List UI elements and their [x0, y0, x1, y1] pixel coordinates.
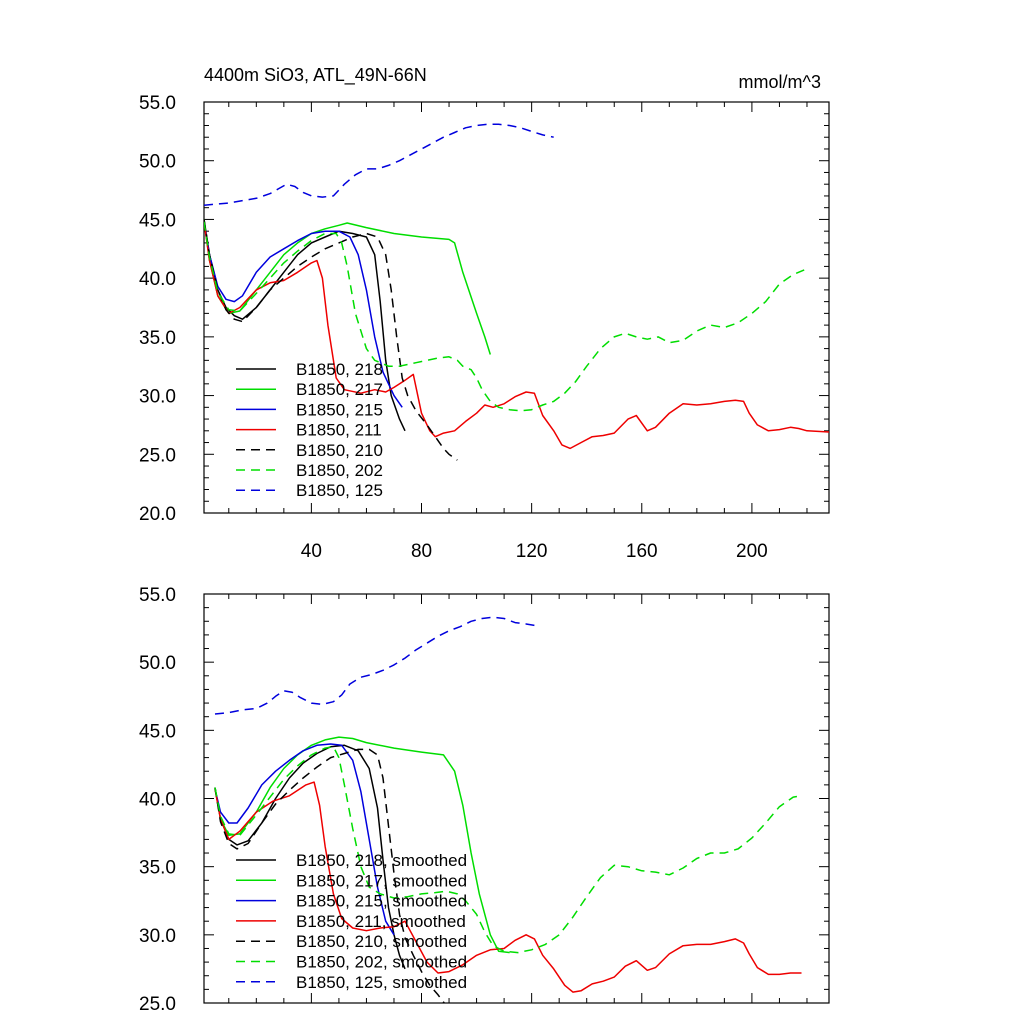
y-tick-label: 25.0 [139, 445, 176, 466]
y-tick-label: 55.0 [139, 93, 176, 114]
legend-label: B1850, 125 [296, 481, 383, 500]
legend-label: B1850, 210 [296, 441, 383, 460]
y-tick-label: 40.0 [139, 269, 176, 290]
legend-label: B1850, 217, smoothed [296, 871, 467, 890]
series-line-7 [214, 616, 535, 715]
series-line-1 [214, 744, 406, 970]
x-tick-label: 80 [411, 541, 432, 562]
series-line-6 [214, 745, 802, 954]
series-line-6 [204, 221, 805, 412]
y-tick-label: 35.0 [139, 858, 176, 879]
series-line-3 [204, 221, 403, 408]
y-tick-label: 35.0 [139, 328, 176, 349]
plot-frame [203, 101, 830, 514]
legend-label: B1850, 202, smoothed [296, 953, 467, 972]
y-tick-label: 50.0 [139, 653, 176, 674]
y-tick-label: 55.0 [139, 585, 176, 606]
x-tick-label: 160 [626, 541, 658, 562]
y-tick-label: 20.0 [139, 504, 176, 525]
x-tick-label: 40 [301, 541, 322, 562]
series-line-3 [214, 743, 395, 936]
legend-label: B1850, 215 [296, 400, 383, 419]
y-tick-label: 45.0 [139, 721, 176, 742]
y-tick-label: 30.0 [139, 387, 176, 408]
legend-label: B1850, 210, smoothed [296, 932, 467, 951]
legend-label: B1850, 202 [296, 461, 383, 480]
series-line-4 [214, 781, 802, 993]
series-line-5 [214, 748, 446, 1003]
y-tick-label: 50.0 [139, 152, 176, 173]
x-tick-label: 200 [736, 541, 768, 562]
y-tick-label: 45.0 [139, 210, 176, 231]
plot-frame [203, 593, 830, 1004]
y-tick-label: 30.0 [139, 926, 176, 947]
legend-label: B1850, 215, smoothed [296, 892, 467, 911]
series-line-2 [204, 219, 492, 355]
legend-label: B1850, 211, smoothed [296, 912, 466, 931]
series-line-5 [204, 219, 458, 461]
legend-label: B1850, 217 [296, 380, 383, 399]
series-line-7 [204, 123, 554, 207]
y-tick-label: 25.0 [139, 994, 176, 1015]
legend-label: B1850, 218 [296, 360, 383, 379]
legend-label: B1850, 125, smoothed [296, 973, 467, 992]
legend-label: B1850, 218, smoothed [296, 851, 467, 870]
units-label: mmol/m^3 [739, 72, 821, 92]
x-tick-label: 120 [516, 541, 548, 562]
y-tick-label: 40.0 [139, 790, 176, 811]
chart-title: 4400m SiO3, ATL_49N-66N [204, 65, 427, 86]
series-line-4 [204, 221, 829, 450]
legend-label: B1850, 211 [296, 421, 382, 440]
